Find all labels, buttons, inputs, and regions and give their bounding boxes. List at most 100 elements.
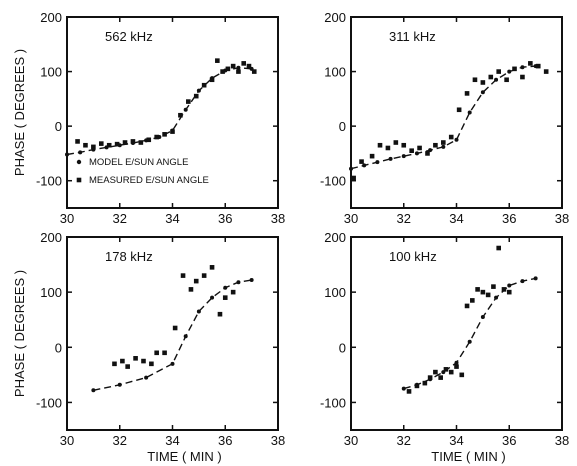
model-point — [223, 285, 228, 290]
plot-frame — [350, 236, 563, 431]
measured-point — [138, 140, 144, 145]
y-tick-label: -100 — [320, 395, 346, 410]
measured-point — [193, 278, 199, 284]
measured-point — [236, 69, 241, 74]
model-point — [375, 160, 380, 165]
measured-point — [201, 82, 207, 88]
y-tick-label: 100 — [40, 285, 62, 300]
measured-point — [427, 375, 433, 380]
legend-entry: MEASURED E/SUN ANGLE — [89, 175, 209, 186]
y-tick-label: 200 — [40, 230, 62, 245]
y-tick-label: 200 — [40, 10, 62, 25]
model-point — [249, 278, 254, 283]
model-point — [533, 276, 538, 281]
x-tick-label: 36 — [218, 433, 232, 448]
model-point — [494, 295, 499, 300]
model-point — [144, 375, 149, 380]
model-point — [520, 65, 525, 70]
model-point — [494, 77, 499, 82]
measured-point — [246, 63, 252, 69]
y-tick-label: 100 — [324, 285, 346, 300]
measured-point — [178, 112, 183, 118]
measured-point — [91, 144, 96, 150]
model-point — [401, 154, 406, 159]
measured-point — [106, 142, 112, 148]
panel-frequency-label: 178 kHz — [105, 249, 153, 264]
measured-point — [154, 134, 159, 140]
model-point — [467, 110, 472, 115]
model-point — [480, 314, 485, 319]
x-tick-label: 32 — [397, 211, 411, 226]
y-tick-label: -100 — [36, 395, 62, 410]
x-tick-label: 32 — [113, 211, 127, 226]
y-axis-label: PHASE ( DEGREES ) — [12, 270, 27, 397]
model-point — [520, 279, 525, 284]
measured-point — [433, 369, 438, 375]
model-curve — [93, 279, 252, 391]
measured-point — [141, 358, 146, 364]
model-point — [507, 69, 512, 74]
measured-point — [417, 145, 422, 151]
model-point — [414, 151, 419, 156]
measured-point — [193, 93, 199, 99]
model-point — [196, 88, 201, 93]
measured-point — [220, 69, 225, 74]
measured-point — [504, 77, 509, 83]
measured-point — [480, 289, 486, 295]
measured-point — [488, 74, 494, 80]
model-point — [78, 150, 83, 155]
x-tick-label: 36 — [502, 433, 516, 448]
x-tick-label: 38 — [271, 211, 285, 226]
x-tick-label: 32 — [113, 433, 127, 448]
model-point — [454, 360, 459, 365]
panel-frequency-label: 311 kHz — [389, 29, 436, 44]
model-point — [362, 163, 367, 168]
x-tick-label: 36 — [502, 211, 516, 226]
model-point — [236, 280, 241, 285]
legend-entry: MODEL E/SUN ANGLE — [89, 157, 188, 168]
x-tick-label: 38 — [555, 211, 569, 226]
x-tick-label: 36 — [218, 211, 232, 226]
panel-4: 30 32 34 36 38 200 100 0 -100 100 kHz TIME ( MIN ) — [320, 230, 569, 464]
measured-point — [406, 389, 412, 394]
plot-frame — [350, 16, 563, 209]
y-tick-label: 0 — [55, 119, 62, 134]
measured-point — [506, 289, 512, 295]
measured-point — [448, 134, 454, 140]
measured-point — [83, 142, 88, 148]
measured-point — [188, 287, 194, 292]
measured-point — [75, 139, 80, 144]
measured-point — [351, 175, 356, 181]
model-point — [349, 166, 353, 171]
y-tick-label: 200 — [324, 10, 346, 25]
x-tick-label: 38 — [555, 433, 569, 448]
measured-point — [146, 137, 152, 143]
y-tick-label: -100 — [320, 174, 346, 189]
model-curve — [66, 67, 252, 156]
measured-point — [215, 58, 220, 63]
measured-point — [464, 303, 470, 309]
x-tick-label: 34 — [449, 211, 463, 226]
measured-point — [496, 245, 501, 251]
measured-point — [217, 311, 223, 317]
y-tick-label: 100 — [324, 65, 346, 80]
measured-point — [114, 141, 120, 147]
measured-point — [98, 141, 104, 146]
measured-point — [401, 142, 407, 148]
measured-point — [501, 287, 507, 292]
model-point — [388, 156, 393, 161]
x-tick-label: 34 — [165, 211, 179, 226]
measured-point — [496, 69, 501, 74]
x-tick-label: 34 — [165, 433, 179, 448]
model-point — [236, 65, 241, 70]
measured-point — [209, 265, 215, 270]
measured-point — [251, 69, 257, 74]
measured-point — [543, 69, 549, 74]
x-axis-label: TIME ( MIN ) — [431, 449, 505, 464]
measured-point — [414, 383, 420, 389]
measured-point — [441, 140, 446, 145]
y-tick-label: 0 — [339, 340, 346, 355]
measured-point — [470, 298, 475, 303]
x-tick-label: 34 — [449, 433, 463, 448]
